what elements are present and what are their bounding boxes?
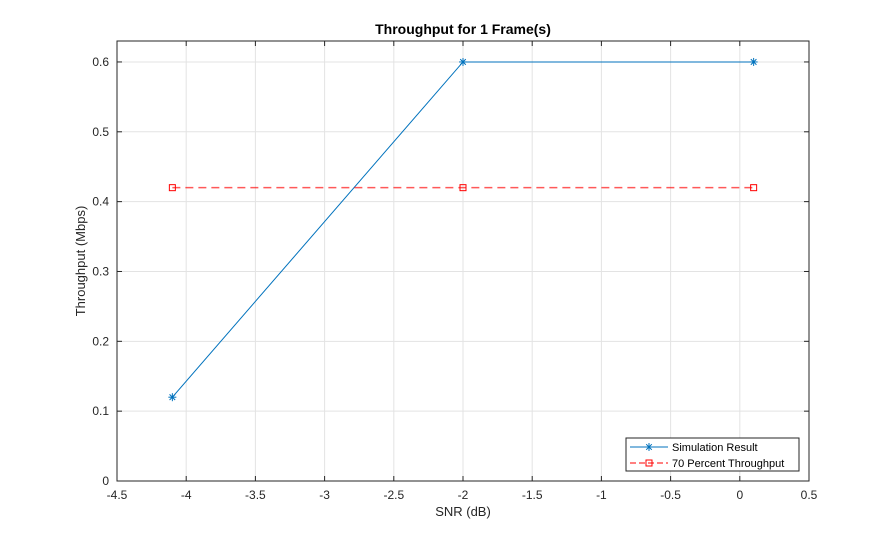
- y-tick-label: 0.5: [92, 125, 109, 139]
- legend-label-70-percent: 70 Percent Throughput: [672, 458, 784, 470]
- y-tick-label: 0.3: [92, 264, 109, 278]
- series-layer: [168, 57, 758, 402]
- x-axis-label: SNR (dB): [435, 504, 491, 519]
- y-tick-label: 0.6: [92, 55, 109, 69]
- y-axis-label: Throughput (Mbps): [73, 206, 88, 317]
- y-tick-label: 0.2: [92, 334, 109, 348]
- x-tick-label: -1.5: [522, 488, 543, 502]
- x-tick-label: -1: [596, 488, 607, 502]
- legend-marker-simulation: [645, 443, 653, 451]
- x-tick-label: -3.5: [245, 488, 266, 502]
- data-point-simulation: [168, 393, 177, 402]
- data-point-simulation: [749, 57, 758, 66]
- x-tick-label: -0.5: [660, 488, 681, 502]
- x-tick-label: 0.5: [801, 488, 818, 502]
- legend-box: [625, 437, 800, 472]
- data-point-simulation: [459, 57, 467, 66]
- x-tick-label: 0: [736, 488, 743, 502]
- y-tick-label: 0.1: [92, 404, 109, 418]
- legend-label-simulation: Simulation Result: [672, 442, 758, 454]
- legend-marker-70-percent: [645, 459, 653, 467]
- y-tick-label: 0: [102, 474, 109, 488]
- chart-title: Throughput for 1 Frame(s): [375, 21, 551, 37]
- data-point-percent-70: [750, 184, 758, 192]
- x-tick-label: -2: [458, 488, 469, 502]
- legend: Simulation Result 70 Percent Throughput: [625, 437, 800, 472]
- x-tick-label: -3: [319, 488, 330, 502]
- data-point-percent-70: [459, 184, 467, 192]
- legend-marker-glyph: [645, 459, 653, 467]
- x-tick-label: -2.5: [383, 488, 404, 502]
- y-tick-label: 0.4: [92, 195, 109, 209]
- x-tick-label: -4.5: [107, 488, 128, 502]
- x-tick-label: -4: [181, 488, 192, 502]
- ticks: -4.5 -4 -3.5 -3 -2.5 -2 -1.5 -1 -0.5 0 0.5 0 0.1 0.2 0…: [92, 41, 818, 502]
- data-point-percent-70: [168, 184, 176, 192]
- legend-marker-glyph: [645, 443, 653, 451]
